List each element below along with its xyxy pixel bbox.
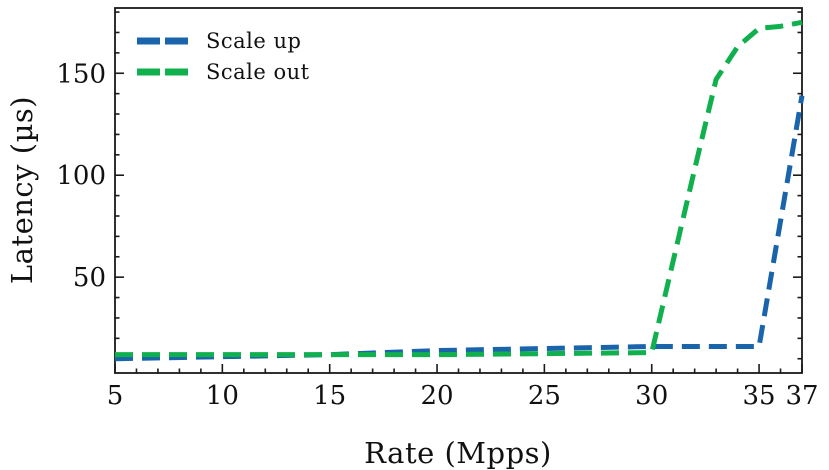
x-tick-label-10: 10 [206, 381, 239, 411]
series-line-scale-out [115, 19, 803, 358]
y-tick-label-100: 100 [56, 161, 106, 191]
ticks [114, 11, 803, 373]
legend-label-scale-out: Scale out [206, 60, 310, 84]
x-tick-label-25: 25 [528, 381, 561, 411]
x-tick-label-30: 30 [635, 381, 668, 411]
x-tick-label-20: 20 [420, 381, 453, 411]
x-tick-label-35: 35 [743, 381, 776, 411]
y-tick-label-150: 150 [56, 59, 106, 89]
y-axis-label: Latency (µs) [5, 95, 39, 285]
x-tick-label-15: 15 [313, 381, 346, 411]
x-tick-label-37: 37 [785, 381, 818, 411]
y-tick-label-50: 50 [73, 263, 106, 293]
x-axis-label: Rate (Mpps) [364, 436, 552, 470]
legend-label-scale-up: Scale up [206, 29, 301, 53]
x-tick-label-5: 5 [107, 381, 124, 411]
series-line-scale-up [114, 95, 805, 362]
legend: Scale up Scale out [137, 29, 310, 84]
